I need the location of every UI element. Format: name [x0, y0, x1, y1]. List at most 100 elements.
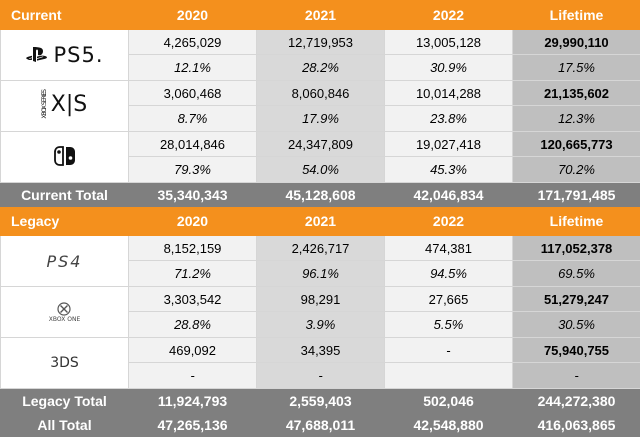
xbox-one-units-2022: 27,665	[385, 287, 513, 312]
xbox-one-units-lifetime: 51,279,247	[513, 287, 640, 312]
3ds-share-lifetime: -	[513, 363, 640, 389]
all-total-2021: 47,688,011	[257, 413, 385, 437]
switch-share-lifetime: 70.2%	[513, 157, 640, 183]
current-header-lifetime: Lifetime	[513, 1, 640, 30]
3ds-units-2022: -	[385, 338, 513, 363]
xbox-series-small-text: XBOX SERIES	[42, 90, 48, 119]
current-total-lifetime: 171,791,485	[513, 183, 640, 207]
xbox-one-units-row: XBOX ONE 3,303,542 98,291 27,665 51,279,…	[1, 287, 640, 312]
legacy-header-2020: 2020	[129, 207, 257, 236]
ps4-share-lifetime: 69.5%	[513, 261, 640, 287]
current-total-label: Current Total	[1, 183, 129, 207]
ps4-logo-cell: PS4	[1, 236, 129, 287]
xbox-one-share-2021: 3.9%	[257, 312, 385, 338]
switch-logo-cell	[1, 132, 129, 183]
xbox-series-units-2020: 3,060,468	[129, 81, 257, 106]
ps5-logo-cell: PS5.	[1, 30, 129, 81]
xbox-series-share-2021: 17.9%	[257, 106, 385, 132]
ps5-units-lifetime: 29,990,110	[513, 30, 640, 55]
switch-units-2022: 19,027,418	[385, 132, 513, 157]
3ds-logo-icon: 3DS	[50, 355, 79, 371]
ps5-logo-icon: PS5.	[25, 43, 103, 67]
xbox-series-share-2020: 8.7%	[129, 106, 257, 132]
ps5-units-2021: 12,719,953	[257, 30, 385, 55]
switch-units-2021: 24,347,809	[257, 132, 385, 157]
legacy-header-row: Legacy 2020 2021 2022 Lifetime	[1, 207, 640, 236]
legacy-total-label: Legacy Total	[1, 389, 129, 413]
xbox-one-share-2022: 5.5%	[385, 312, 513, 338]
nintendo-switch-logo-icon	[54, 146, 76, 166]
legacy-header-2021: 2021	[257, 207, 385, 236]
current-header-2022: 2022	[385, 1, 513, 30]
xbox-series-xs-logo-icon: XBOX SERIES X|S	[42, 90, 87, 119]
ps4-units-row: PS4 8,152,159 2,426,717 474,381 117,052,…	[1, 236, 640, 261]
legacy-total-row: Legacy Total 11,924,793 2,559,403 502,04…	[1, 389, 640, 413]
ps5-share-lifetime: 17.5%	[513, 55, 640, 81]
current-header-2021: 2021	[257, 1, 385, 30]
ps5-units-2022: 13,005,128	[385, 30, 513, 55]
playstation-symbol-icon	[25, 46, 49, 64]
legacy-total-lifetime: 244,272,380	[513, 389, 640, 413]
xbox-series-share-2022: 23.8%	[385, 106, 513, 132]
legacy-header-2022: 2022	[385, 207, 513, 236]
xbox-series-logo-cell: XBOX SERIES X|S	[1, 81, 129, 132]
xbox-series-units-lifetime: 21,135,602	[513, 81, 640, 106]
legacy-header-label: Legacy	[1, 207, 129, 236]
legacy-total-2020: 11,924,793	[129, 389, 257, 413]
xbox-one-units-2021: 98,291	[257, 287, 385, 312]
ps4-units-lifetime: 117,052,378	[513, 236, 640, 261]
ps5-logo-text: PS5.	[53, 43, 103, 67]
legacy-total-2021: 2,559,403	[257, 389, 385, 413]
xbox-one-logo-cell: XBOX ONE	[1, 287, 129, 338]
ps4-units-2021: 2,426,717	[257, 236, 385, 261]
ps5-share-2020: 12.1%	[129, 55, 257, 81]
xbox-series-units-2022: 10,014,288	[385, 81, 513, 106]
switch-units-row: 28,014,846 24,347,809 19,027,418 120,665…	[1, 132, 640, 157]
3ds-share-2020: -	[129, 363, 257, 389]
legacy-total-2022: 502,046	[385, 389, 513, 413]
3ds-share-2021: -	[257, 363, 385, 389]
ps5-units-2020: 4,265,029	[129, 30, 257, 55]
xbox-series-logo-text: X|S	[51, 92, 87, 117]
current-total-2021: 45,128,608	[257, 183, 385, 207]
ps4-units-2022: 474,381	[385, 236, 513, 261]
switch-units-2020: 28,014,846	[129, 132, 257, 157]
current-total-2022: 42,046,834	[385, 183, 513, 207]
xbox-series-units-2021: 8,060,846	[257, 81, 385, 106]
3ds-units-row: 3DS 469,092 34,395 - 75,940,755	[1, 338, 640, 363]
xbox-series-share-lifetime: 12.3%	[513, 106, 640, 132]
ps5-units-row: PS5. 4,265,029 12,719,953 13,005,128 29,…	[1, 30, 640, 55]
all-total-label: All Total	[1, 413, 129, 437]
current-total-2020: 35,340,343	[129, 183, 257, 207]
ps4-share-2021: 96.1%	[257, 261, 385, 287]
current-total-row: Current Total 35,340,343 45,128,608 42,0…	[1, 183, 640, 207]
ps5-share-2021: 28.2%	[257, 55, 385, 81]
3ds-units-2020: 469,092	[129, 338, 257, 363]
switch-share-2021: 54.0%	[257, 157, 385, 183]
3ds-units-lifetime: 75,940,755	[513, 338, 640, 363]
current-header-2020: 2020	[129, 1, 257, 30]
3ds-logo-cell: 3DS	[1, 338, 129, 389]
switch-units-lifetime: 120,665,773	[513, 132, 640, 157]
ps4-share-2022: 94.5%	[385, 261, 513, 287]
xbox-one-logo-text: XBOX ONE	[49, 316, 80, 323]
all-total-2022: 42,548,880	[385, 413, 513, 437]
ps4-logo-icon: PS4	[47, 252, 83, 271]
xbox-one-share-lifetime: 30.5%	[513, 312, 640, 338]
current-header-row: Current 2020 2021 2022 Lifetime	[1, 1, 640, 30]
xbox-one-share-2020: 28.8%	[129, 312, 257, 338]
ps4-share-2020: 71.2%	[129, 261, 257, 287]
3ds-units-2021: 34,395	[257, 338, 385, 363]
xbox-one-logo-icon: XBOX ONE	[49, 302, 80, 323]
xbox-sphere-icon	[57, 302, 71, 316]
all-total-lifetime: 416,063,865	[513, 413, 640, 437]
all-total-row: All Total 47,265,136 47,688,011 42,548,8…	[1, 413, 640, 437]
current-header-label: Current	[1, 1, 129, 30]
legacy-header-lifetime: Lifetime	[513, 207, 640, 236]
xbox-one-units-2020: 3,303,542	[129, 287, 257, 312]
ps4-units-2020: 8,152,159	[129, 236, 257, 261]
xbox-series-units-row: XBOX SERIES X|S 3,060,468 8,060,846 10,0…	[1, 81, 640, 106]
switch-share-2020: 79.3%	[129, 157, 257, 183]
switch-share-2022: 45.3%	[385, 157, 513, 183]
